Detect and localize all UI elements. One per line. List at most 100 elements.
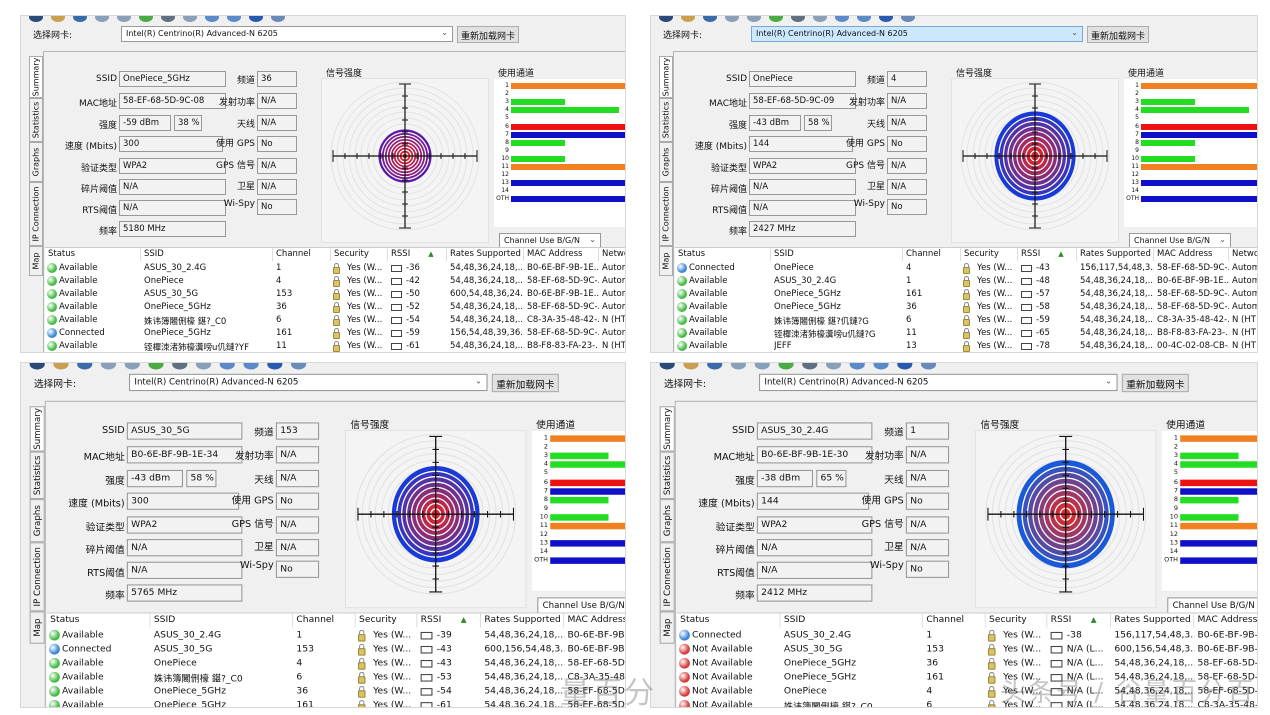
tab-ip-connection[interactable]: IP Connection [29,182,43,246]
toolbar-icon[interactable] [73,16,87,22]
column-header[interactable]: Security [355,613,418,628]
tab-ip-connection[interactable]: IP Connection [29,542,45,612]
column-header[interactable]: Rates Supported [1077,248,1154,261]
toolbar-icon[interactable] [754,363,770,370]
table-row[interactable]: Available OnePiece_5GHz 36 Yes (W... -54 54,4… [47,685,625,699]
tab-summary[interactable]: Summary [659,406,675,452]
table-row[interactable]: Connected OnePiece 4 Yes (W... -43 156,117,54… [675,262,1257,275]
column-header[interactable]: SSID [141,248,273,261]
toolbar-icon[interactable] [802,363,818,370]
toolbar-icon[interactable] [148,363,164,370]
column-header[interactable]: Channel [923,613,986,628]
toolbar-icon[interactable] [29,363,45,370]
reload-adapter-button[interactable]: 重新加载网卡 [491,373,559,393]
column-header[interactable]: MAC Address [524,248,599,261]
column-header[interactable]: Rates Supported [447,248,524,261]
toolbar-icon[interactable] [707,363,723,370]
column-header[interactable]: Rates Supported [1111,613,1195,628]
toolbar-icon[interactable] [857,16,871,22]
toolbar-icon[interactable] [183,16,197,22]
toolbar-icon[interactable] [100,363,117,370]
toolbar-icon[interactable] [769,16,783,22]
reload-adapter-button[interactable]: 重新加载网卡 [457,26,520,43]
table-row[interactable]: Not Available OnePiece_5GHz 161 Yes (W... N/… [677,671,1257,685]
column-header[interactable]: Status [676,613,781,628]
table-row[interactable]: Available ASUS_30_2.4G 1 Yes (W... -36 54,48,… [45,262,625,275]
column-header[interactable]: RSSI ▲ [417,613,482,628]
table-row[interactable]: Available OnePiece_5GHz 161 Yes (W... -61 54,… [47,699,625,707]
table-row[interactable]: Available 姝讳簿闂侀檺 鍖?_C0 6 Yes (W... -53 54,48,… [47,671,625,685]
reload-adapter-button[interactable]: 重新加载网卡 [1121,373,1189,393]
column-header[interactable]: Security [985,613,1048,628]
table-row[interactable]: Available 铚樿洓渚犻檺瀵嗙u仉鏈?YF 11 Yes (W... -61 54,… [45,340,625,352]
toolbar-icon[interactable] [730,363,747,370]
tab-summary[interactable]: Summary [29,56,43,98]
toolbar-icon[interactable] [879,16,893,22]
toolbar-icon[interactable] [172,363,188,370]
toolbar-icon[interactable] [95,16,109,22]
table-row[interactable]: Available 姝讳簿闂侀檺 鍖?仉鏈?G 6 Yes (W... -59 54,48… [675,314,1257,327]
toolbar-icon[interactable] [659,363,675,370]
column-header[interactable]: MAC Address [1154,248,1229,261]
column-header[interactable]: MAC Address [564,613,625,628]
tab-statistics[interactable]: Statistics [29,451,45,500]
table-row[interactable]: Available ASUS_30_5G 153 Yes (W... -50 600,54… [45,288,625,301]
table-row[interactable]: Available 姝讳簿闂侀檺 鍖?_C0 6 Yes (W... -54 54,48,… [45,314,625,327]
column-header[interactable]: Security [331,248,388,261]
toolbar-icon[interactable] [791,16,805,22]
toolbar-icon[interactable] [195,363,212,370]
adapter-select[interactable]: Intel(R) Centrino(R) Advanced-N 6205 ⌄ [751,26,1083,42]
table-row[interactable]: Not Available OnePiece_5GHz 36 Yes (W... N/A… [677,657,1257,671]
table-row[interactable]: Available OnePiece_5GHz 36 Yes (W... -58 54,4… [675,301,1257,314]
adapter-select[interactable]: Intel(R) Centrino(R) Advanced-N 6205 ⌄ [759,373,1118,392]
toolbar-icon[interactable] [835,16,849,22]
tab-summary[interactable]: Summary [659,56,673,98]
tab-graphs[interactable]: Graphs [29,142,43,182]
toolbar-icon[interactable] [271,16,285,22]
column-header[interactable]: SSID [150,613,294,628]
toolbar-icon[interactable] [77,363,93,370]
column-header[interactable]: RSSI ▲ [1047,613,1112,628]
table-row[interactable]: Available OnePiece_5GHz 161 Yes (W... -57 54,… [675,288,1257,301]
toolbar-icon[interactable] [161,16,175,22]
adapter-select[interactable]: Intel(R) Centrino(R) Advanced-N 6205 ⌄ [129,373,488,392]
column-header[interactable]: SSID [780,613,924,628]
table-row[interactable]: Available 铚樿洓渚犻檺瀵嗙u仉鏈?G 11 Yes (W... -65 54,4… [675,327,1257,340]
toolbar-icon[interactable] [205,16,219,22]
column-header[interactable]: Channel [903,248,961,261]
tab-map[interactable]: Map [29,246,43,276]
tab-graphs[interactable]: Graphs [29,499,45,543]
tab-statistics[interactable]: Statistics [29,98,43,142]
column-header[interactable]: Channel [273,248,331,261]
tab-summary[interactable]: Summary [29,406,45,452]
table-row[interactable]: Available ASUS_30_2.4G 1 Yes (W... -48 54,48,… [675,275,1257,288]
toolbar-icon[interactable] [849,363,865,370]
toolbar-icon[interactable] [681,16,695,22]
column-header[interactable]: Status [45,248,141,261]
column-header[interactable]: RSSI ▲ [1018,248,1077,261]
toolbar-icon[interactable] [53,363,69,370]
toolbar-icon[interactable] [778,363,794,370]
table-row[interactable]: Not Available OnePiece 4 Yes (W... N/A (L...… [677,685,1257,699]
toolbar-icon[interactable] [825,363,842,370]
toolbar-icon[interactable] [725,16,739,22]
column-header[interactable]: Network [1229,248,1257,261]
toolbar-icon[interactable] [51,16,65,22]
table-row[interactable]: Not Available ASUS_30_5G 153 Yes (W... N/A (… [677,643,1257,657]
toolbar-icon[interactable] [901,16,915,22]
table-row[interactable]: Not Available 姝讳簿闂侀檺 鍖?_C0 6 Yes (W... N/A (… [677,699,1257,707]
toolbar-icon[interactable] [267,363,283,370]
toolbar-icon[interactable] [117,16,131,22]
column-header[interactable]: SSID [771,248,903,261]
toolbar-icon[interactable] [219,363,235,370]
toolbar-icon[interactable] [897,363,913,370]
column-header[interactable]: Status [46,613,151,628]
toolbar-icon[interactable] [921,363,937,370]
column-header[interactable]: Rates Supported [481,613,565,628]
toolbar-icon[interactable] [747,16,761,22]
toolbar-icon[interactable] [124,363,140,370]
column-header[interactable]: MAC Address [1194,613,1257,628]
adapter-select[interactable]: Intel(R) Centrino(R) Advanced-N 6205 ⌄ [121,26,453,42]
toolbar-icon[interactable] [873,363,889,370]
tab-ip-connection[interactable]: IP Connection [659,542,675,612]
